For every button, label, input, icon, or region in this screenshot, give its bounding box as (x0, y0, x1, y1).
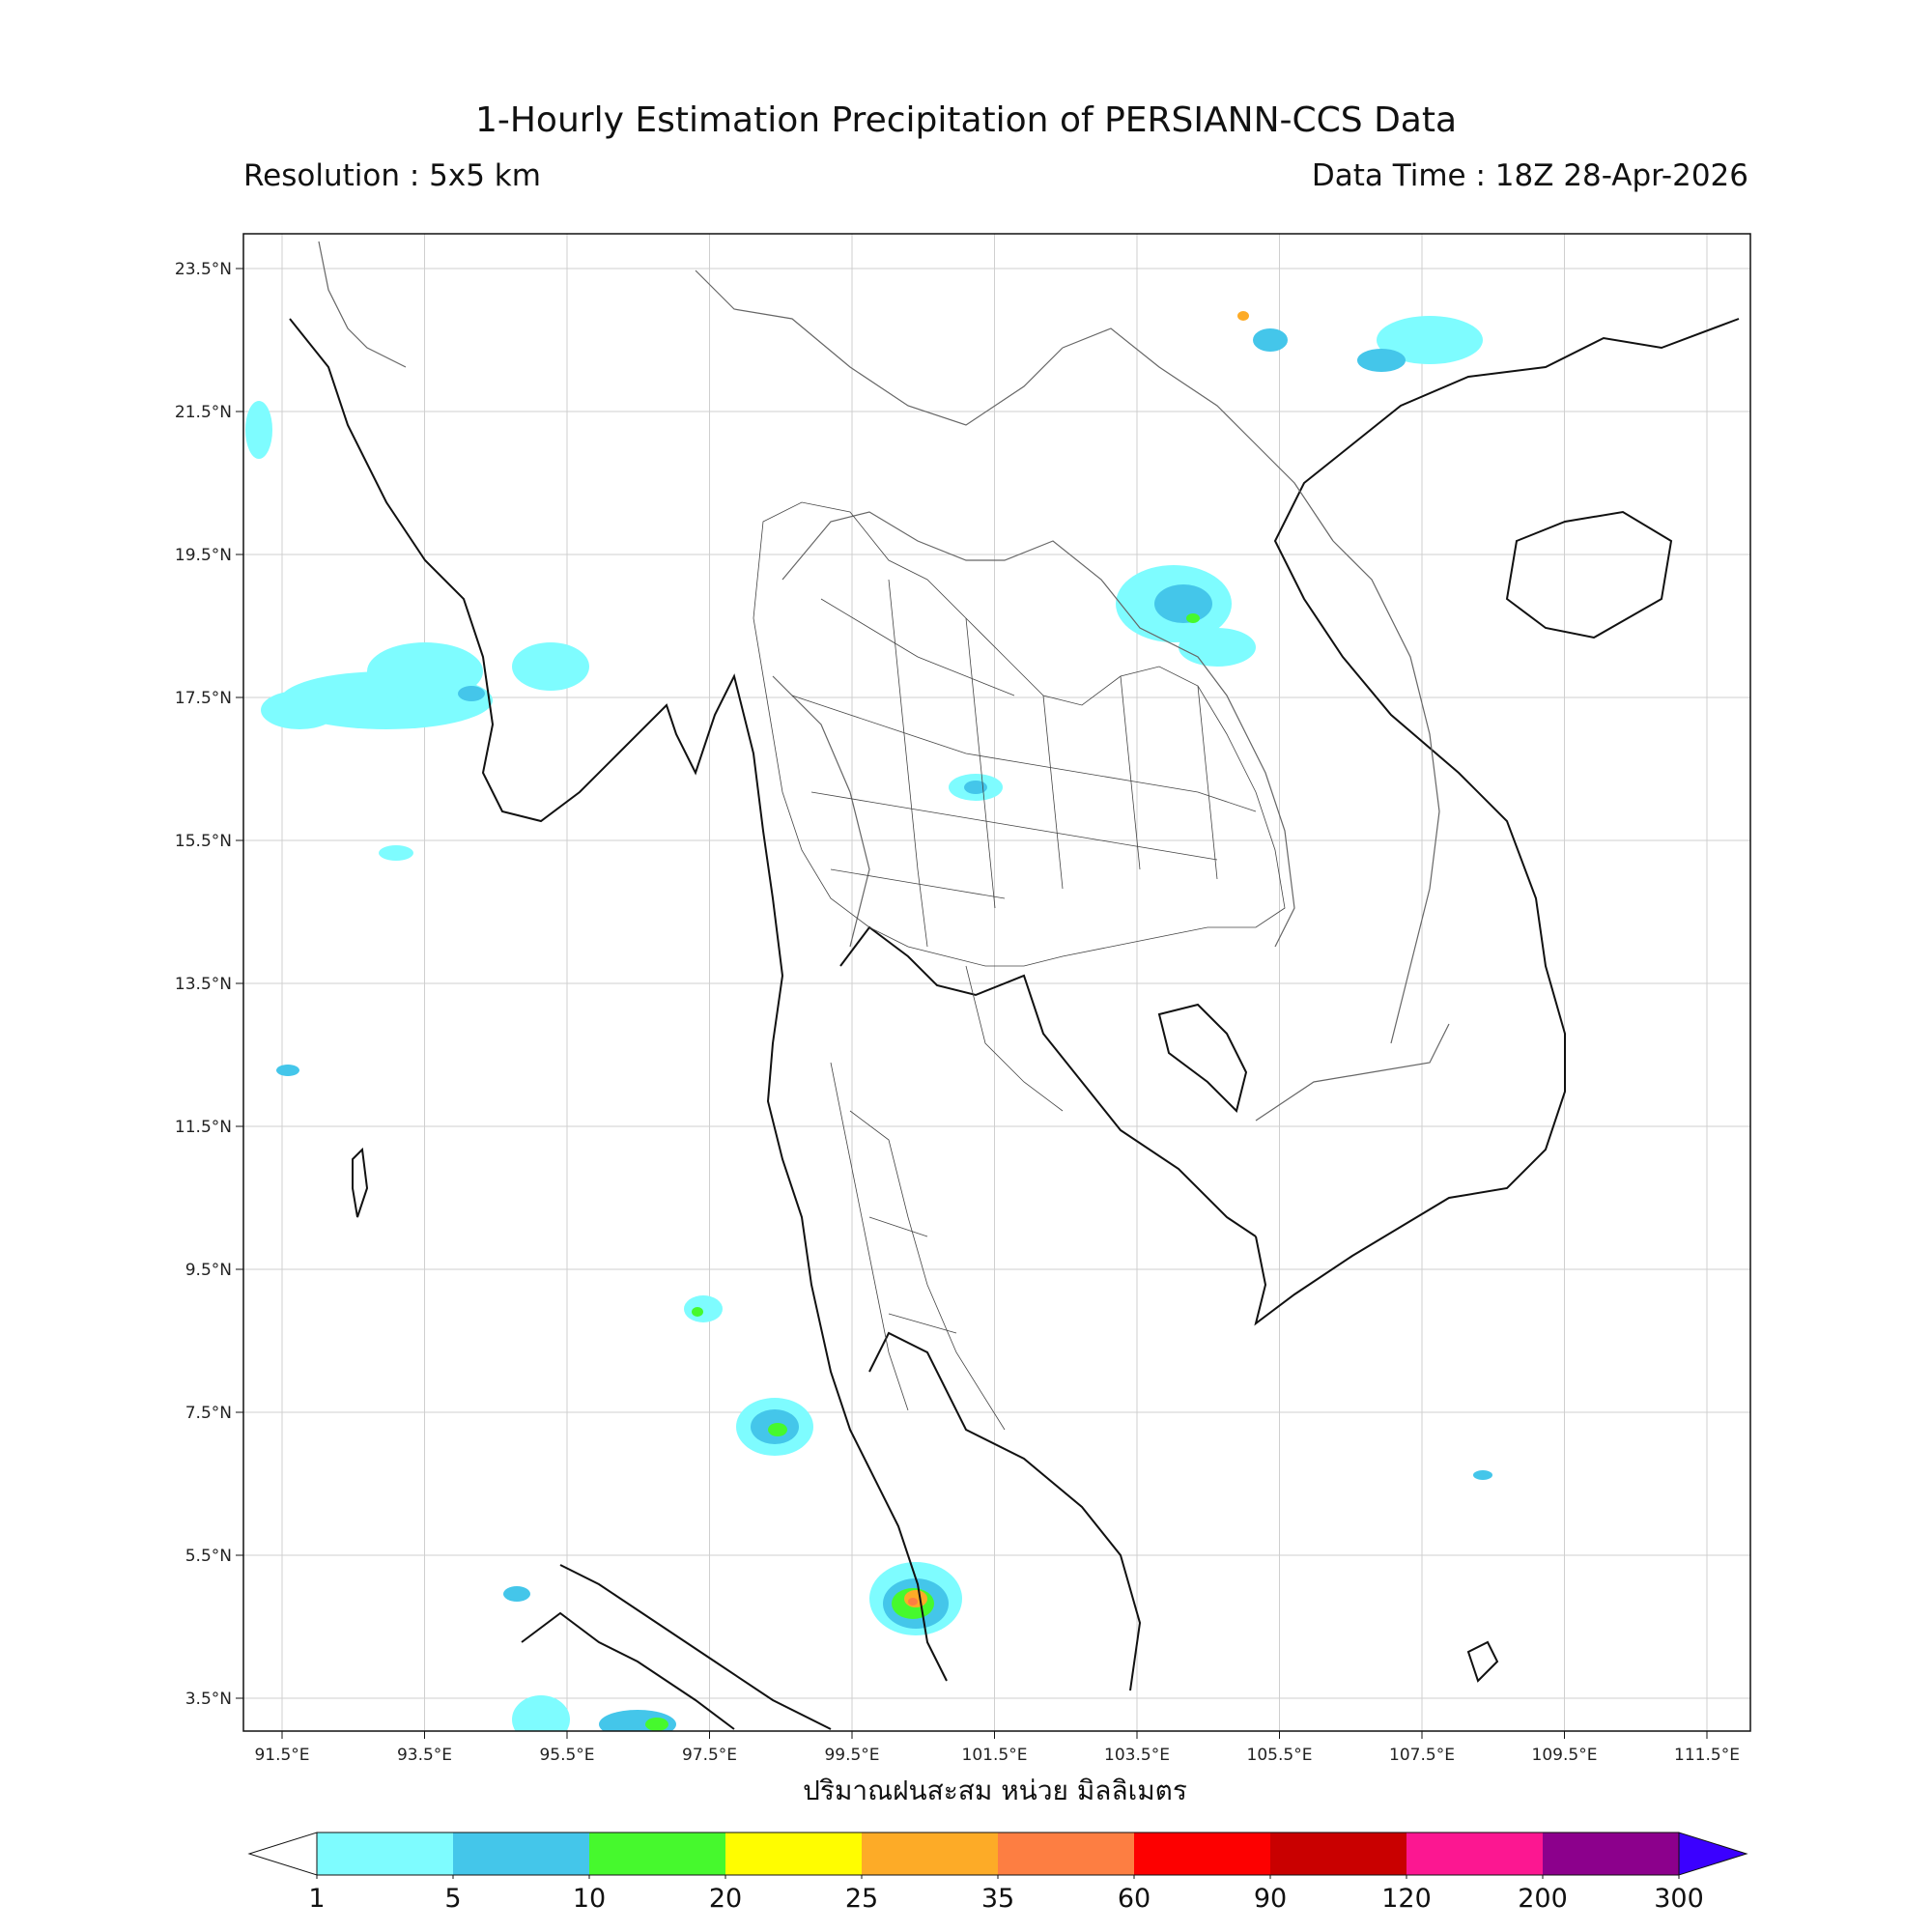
map-frame (242, 233, 1751, 1732)
colorbar-label: 20 (709, 1884, 742, 1914)
colorbar-swatch (589, 1833, 725, 1875)
colorbar-label: 35 (981, 1884, 1014, 1914)
colorbar-label: 10 (573, 1884, 606, 1914)
latitude-ticks: 23.5°N 21.5°N 19.5°N 17.5°N 15.5°N 13.5°N 11.5… (175, 260, 243, 1709)
lon-tick-label: 111.5°E (1674, 1746, 1740, 1765)
colorbar-swatch (1406, 1833, 1543, 1875)
lon-tick-label: 107.5°E (1389, 1746, 1455, 1765)
colorbar-label: 120 (1381, 1884, 1432, 1914)
colorbar-over-arrow (1678, 1832, 1748, 1876)
lat-tick-label: 15.5°N (175, 832, 232, 851)
lat-tick-label: 3.5°N (185, 1690, 232, 1709)
colorbar-swatch (1543, 1833, 1679, 1875)
coastlines (289, 318, 1740, 1730)
lon-tick-label: 91.5°E (254, 1746, 309, 1765)
colorbar-label: 60 (1118, 1884, 1151, 1914)
grid-lines (243, 234, 1750, 1731)
lat-tick-label: 23.5°N (175, 260, 232, 279)
colorbar-label: 300 (1654, 1884, 1704, 1914)
colorbar-swatch (1270, 1833, 1406, 1875)
lat-tick-label: 5.5°N (185, 1547, 232, 1566)
colorbar-swatch (453, 1833, 589, 1875)
colorbar-label: 1 (308, 1884, 325, 1914)
lat-tick-label: 21.5°N (175, 403, 232, 422)
data-time-label: Data Time : 18Z 28-Apr-2026 (1311, 158, 1748, 193)
rain-patches (245, 311, 1492, 1731)
lat-tick-label: 7.5°N (185, 1404, 232, 1423)
longitude-ticks: 91.5°E 93.5°E 95.5°E 97.5°E 99.5°E 101.5°E 103… (254, 1731, 1740, 1765)
colorbar-swatch (862, 1833, 998, 1875)
colorbar-swatch (1134, 1833, 1270, 1875)
lon-tick-label: 93.5°E (397, 1746, 452, 1765)
x-axis-label: ปริมาณฝนสะสม หน่วย มิลลิเมตร (803, 1775, 1187, 1806)
colorbar-label: 5 (444, 1884, 461, 1914)
colorbar-label: 90 (1254, 1884, 1287, 1914)
colorbar-swatch (998, 1833, 1134, 1875)
colorbar-under-arrow (247, 1832, 318, 1876)
lon-tick-label: 103.5°E (1104, 1746, 1170, 1765)
colorbar-swatch (725, 1833, 862, 1875)
lat-tick-label: 17.5°N (175, 689, 232, 708)
map-title: 1-Hourly Estimation Precipitation of PER… (474, 100, 1458, 140)
colorbar: 1 5 10 20 25 35 60 90 120 200 300 (247, 1832, 1748, 1914)
lon-tick-label: 97.5°E (682, 1746, 737, 1765)
lat-tick-label: 19.5°N (175, 546, 232, 565)
colorbar-label: 200 (1518, 1884, 1568, 1914)
lat-tick-label: 13.5°N (175, 975, 232, 994)
lon-tick-label: 95.5°E (539, 1746, 594, 1765)
resolution-label: Resolution : 5x5 km (243, 158, 541, 193)
lon-tick-label: 99.5°E (824, 1746, 879, 1765)
lat-tick-label: 11.5°N (175, 1118, 232, 1137)
lon-tick-label: 105.5°E (1247, 1746, 1313, 1765)
lon-tick-label: 109.5°E (1532, 1746, 1598, 1765)
country-borders (318, 241, 1450, 1122)
province-boundaries (753, 501, 1286, 1431)
lon-tick-label: 101.5°E (962, 1746, 1028, 1765)
colorbar-swatch (317, 1833, 453, 1875)
lat-tick-label: 9.5°N (185, 1261, 232, 1280)
colorbar-label: 25 (845, 1884, 878, 1914)
